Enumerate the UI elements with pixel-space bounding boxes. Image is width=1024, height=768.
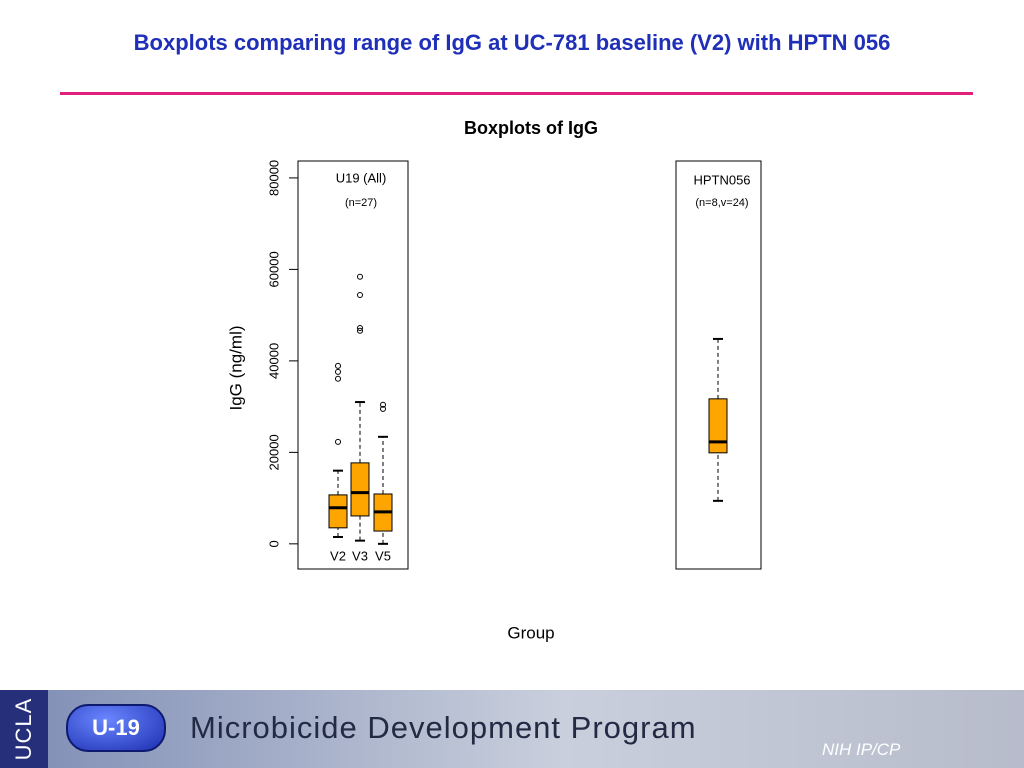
x-tick-label: V3 xyxy=(352,548,368,563)
outlier xyxy=(357,273,363,280)
outlier xyxy=(380,401,386,408)
outlier xyxy=(357,292,363,299)
outlier xyxy=(335,368,341,375)
outlier xyxy=(380,405,386,412)
badge: U-19 xyxy=(66,704,166,752)
y-axis-label: IgG (ng/ml) xyxy=(226,325,245,410)
x-tick-label: V5 xyxy=(375,548,391,563)
program-name: Microbicide Development Program xyxy=(190,710,697,745)
chart-title: Boxplots of IgG xyxy=(464,118,598,138)
outlier xyxy=(357,324,363,331)
outlier xyxy=(335,375,341,382)
outlier xyxy=(357,327,363,334)
outlier xyxy=(335,362,341,369)
panel-frame xyxy=(675,160,762,570)
y-tick-label: 60000 xyxy=(266,251,281,287)
y-tick-label: 40000 xyxy=(266,343,281,379)
panel-label: HPTN056 xyxy=(693,172,750,187)
slide-title: Boxplots comparing range of IgG at UC-78… xyxy=(133,30,891,55)
sponsor: NIH IP/CP xyxy=(822,740,901,759)
y-tick-label: 80000 xyxy=(266,160,281,196)
box xyxy=(708,398,728,454)
chart: Boxplots of IgG Group IgG (ng/ml) U19 (A… xyxy=(226,118,762,642)
y-tick-label: 20000 xyxy=(266,434,281,470)
institution-block: UCLA xyxy=(0,690,48,768)
x-axis-label: Group xyxy=(507,623,554,642)
outlier xyxy=(335,438,341,445)
panel-label: U19 (All) xyxy=(336,170,387,185)
panel-frame xyxy=(297,160,409,570)
panel-note: (n=27) xyxy=(345,197,377,209)
y-tick-label: 0 xyxy=(266,540,281,547)
title-rule xyxy=(60,92,973,95)
x-tick-label: V2 xyxy=(330,548,346,563)
box xyxy=(350,462,370,517)
panel-note: (n=8,v=24) xyxy=(695,197,748,209)
footer: UCLA U-19 Microbicide Development Progra… xyxy=(0,690,1024,768)
box xyxy=(328,494,348,529)
institution: UCLA xyxy=(11,697,36,761)
